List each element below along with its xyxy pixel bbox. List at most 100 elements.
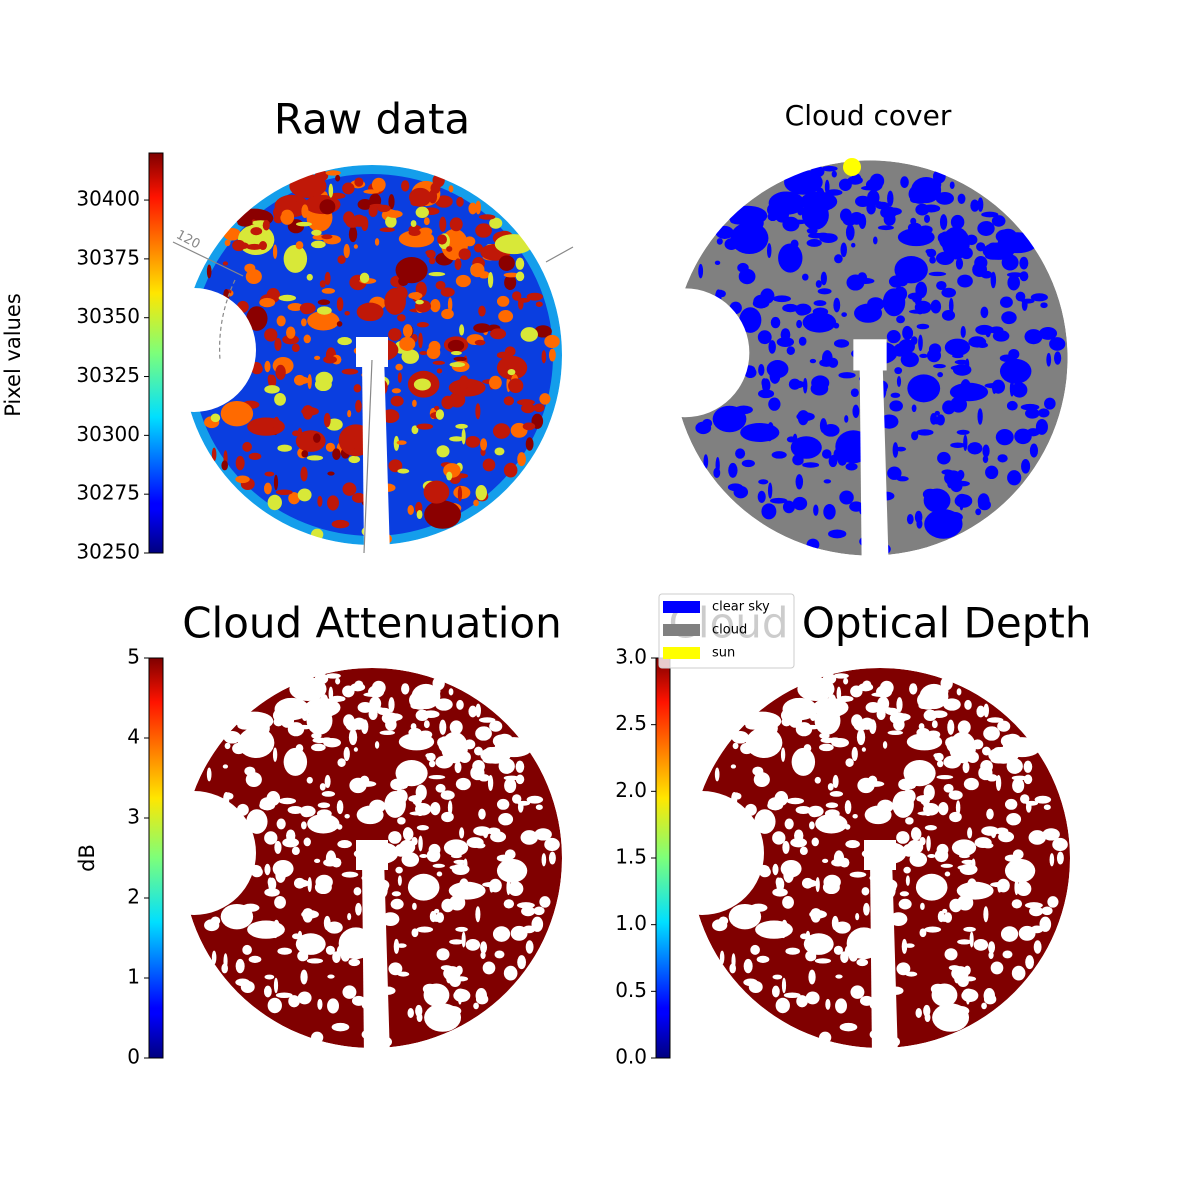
cloud-blob	[940, 863, 953, 868]
cloud-blob	[341, 435, 358, 450]
cloud-blob	[211, 950, 217, 965]
cloud-blob	[336, 800, 344, 815]
cloud-blob	[958, 853, 970, 859]
cloud-blob	[244, 343, 250, 354]
cloud-blob	[840, 242, 848, 258]
cloud-blob	[520, 327, 538, 342]
cloud-blob	[967, 827, 973, 839]
cloud-blob	[854, 303, 883, 323]
cloud-blob	[416, 322, 429, 328]
cloud-blob	[807, 805, 824, 817]
cloud-blob	[535, 804, 543, 810]
cloud-blob	[348, 226, 358, 243]
cloud-blob	[236, 833, 241, 843]
cloud-blob	[306, 455, 324, 461]
cloud-blob	[930, 178, 942, 191]
cloud-blob	[415, 299, 424, 305]
cloud-blob	[907, 292, 923, 300]
cloud-blob	[999, 358, 1032, 384]
cloud-blob	[351, 995, 366, 1006]
cloud-blob	[473, 746, 483, 756]
cloud-blob	[307, 310, 340, 331]
cloud-blob	[937, 232, 948, 244]
cloud-blob	[988, 941, 996, 954]
cloud-blob	[950, 214, 965, 230]
cloud-blob	[336, 321, 343, 327]
cloud-blob	[473, 499, 479, 507]
cloud-blob	[813, 300, 827, 307]
cloud-blob	[852, 404, 860, 418]
cloud-blob	[503, 272, 520, 278]
cloud-blob	[943, 912, 953, 923]
cloud-blob	[876, 708, 886, 720]
cloud-blob	[780, 328, 791, 342]
cloud-blob	[361, 371, 376, 379]
cloud-blob	[1011, 372, 1020, 380]
cloud-blob	[819, 418, 828, 434]
cloud-blob	[393, 938, 400, 954]
cloud-blob	[356, 805, 384, 825]
cloud-blob	[695, 309, 703, 315]
cloud-blob	[264, 888, 280, 897]
cloud-blob	[758, 730, 771, 739]
cloud-blob	[981, 1002, 987, 1010]
cloud-blob	[1015, 291, 1026, 302]
cloud-blob	[861, 747, 866, 752]
colorbar-tick-label: 30275	[76, 481, 140, 505]
cloud-blob	[1000, 926, 1019, 942]
cloud-blob	[954, 359, 969, 365]
cloud-blob	[441, 811, 454, 823]
cloud-blob	[1011, 382, 1028, 398]
cloud-blob	[388, 962, 403, 976]
cloud-blob	[373, 1007, 379, 1013]
cloud-blob	[855, 195, 871, 208]
cloud-blob	[242, 441, 252, 452]
cloud-blob	[802, 312, 837, 333]
cloud-blob	[281, 697, 299, 706]
cloud-blob	[488, 878, 502, 893]
cloud-blob	[794, 829, 804, 842]
cloud-blob	[905, 875, 910, 886]
cloud-blob	[237, 721, 253, 730]
cloud-blob	[399, 336, 416, 351]
cloud-blob	[419, 853, 428, 859]
cloud-blob	[235, 475, 250, 484]
cloud-blob	[250, 227, 263, 236]
cloud-blob	[824, 809, 840, 818]
cloud-blob	[931, 720, 938, 729]
cloud-blob	[851, 348, 869, 359]
cloud-blob	[716, 238, 723, 245]
cloud-blob	[482, 961, 496, 975]
cloud-blob	[424, 1003, 462, 1032]
cloud-blob	[908, 184, 932, 204]
cloud-blob	[687, 301, 706, 307]
cloud-blob	[782, 840, 790, 854]
cloud-blob	[819, 732, 830, 739]
cloud-blob	[323, 858, 337, 867]
cloud-blob	[916, 519, 923, 529]
cloud-blob	[517, 452, 527, 467]
cloud-blob	[977, 197, 984, 212]
cloud-blob	[732, 854, 746, 865]
cloud-blob	[548, 348, 556, 362]
cloud-blob	[525, 437, 534, 451]
cloud-blob	[379, 483, 396, 492]
cloud-blob	[864, 341, 898, 365]
cloud-blob	[274, 337, 282, 351]
cloud-blob	[197, 880, 222, 899]
cloud-blob	[790, 239, 799, 249]
cloud-blob	[886, 1036, 900, 1048]
cloud-blob	[782, 303, 799, 313]
cloud-blob	[766, 204, 777, 216]
cloud-blob	[915, 1008, 922, 1019]
cloud-blob	[828, 455, 838, 468]
cloud-blob	[374, 238, 380, 246]
cloud-blob	[949, 181, 955, 189]
cloud-blob	[798, 336, 807, 346]
cloud-blob	[944, 871, 951, 877]
colorbar-tick-label: 30250	[76, 540, 140, 564]
cloud-blob	[515, 271, 525, 282]
cloud-blob	[894, 367, 903, 375]
cloud-blob	[492, 423, 511, 439]
cloud-blob	[325, 170, 341, 176]
